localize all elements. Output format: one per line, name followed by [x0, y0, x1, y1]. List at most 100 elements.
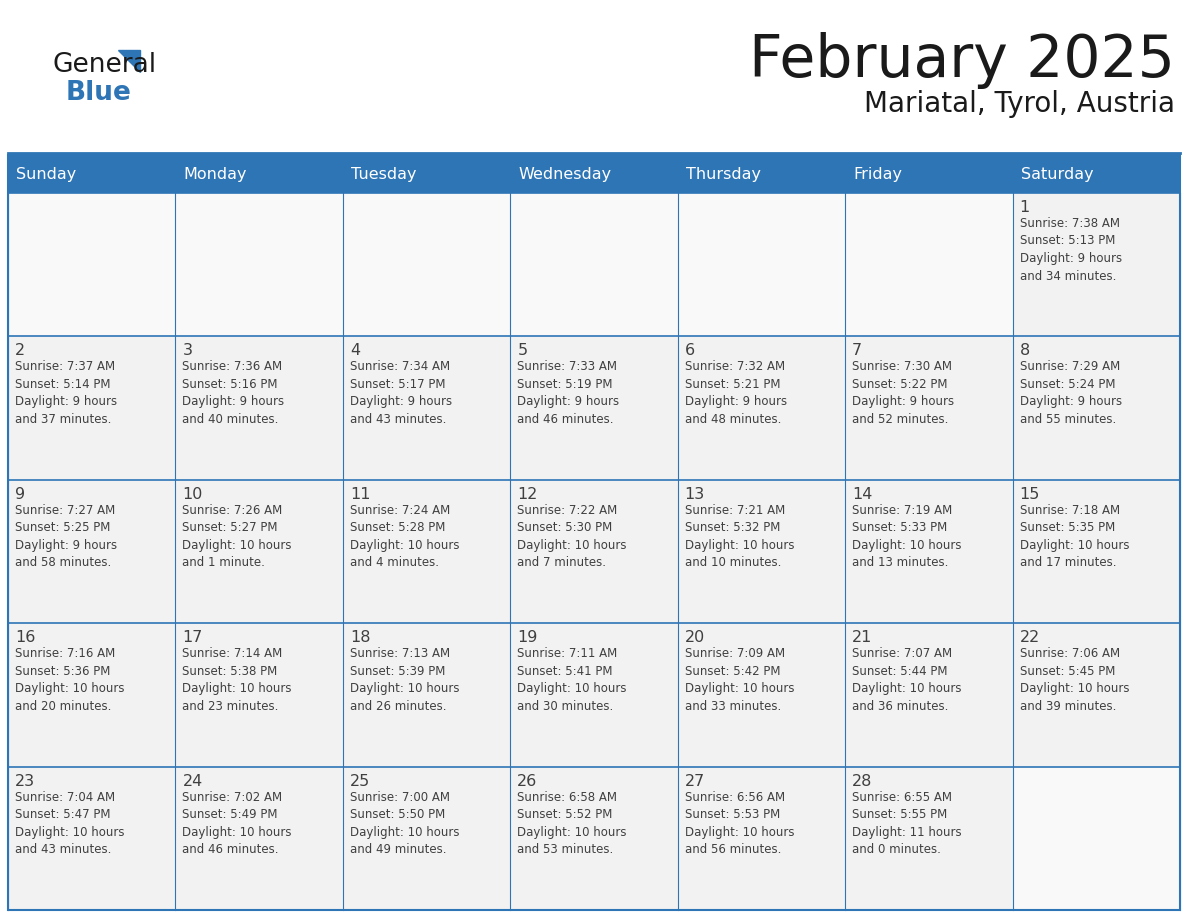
Bar: [176, 336, 343, 480]
Text: 7: 7: [852, 343, 862, 358]
Bar: [1012, 336, 1180, 480]
Text: Mariatal, Tyrol, Austria: Mariatal, Tyrol, Austria: [864, 90, 1175, 118]
Text: 11: 11: [349, 487, 371, 502]
Text: Sunrise: 7:06 AM
Sunset: 5:45 PM
Daylight: 10 hours
and 39 minutes.: Sunrise: 7:06 AM Sunset: 5:45 PM Dayligh…: [1019, 647, 1129, 712]
Text: Sunrise: 7:11 AM
Sunset: 5:41 PM
Daylight: 10 hours
and 30 minutes.: Sunrise: 7:11 AM Sunset: 5:41 PM Dayligh…: [517, 647, 627, 712]
Text: Sunrise: 7:00 AM
Sunset: 5:50 PM
Daylight: 10 hours
and 49 minutes.: Sunrise: 7:00 AM Sunset: 5:50 PM Dayligh…: [349, 790, 460, 856]
Text: 4: 4: [349, 343, 360, 358]
Text: 20: 20: [684, 630, 704, 645]
Text: Sunrise: 6:58 AM
Sunset: 5:52 PM
Daylight: 10 hours
and 53 minutes.: Sunrise: 6:58 AM Sunset: 5:52 PM Dayligh…: [517, 790, 627, 856]
Text: 22: 22: [1019, 630, 1040, 645]
Text: Sunrise: 7:38 AM
Sunset: 5:13 PM
Daylight: 9 hours
and 34 minutes.: Sunrise: 7:38 AM Sunset: 5:13 PM Dayligh…: [1019, 217, 1121, 283]
Bar: [1012, 480, 1180, 623]
Bar: [845, 767, 1012, 910]
Bar: [8, 193, 176, 336]
Text: General: General: [52, 52, 156, 78]
Text: 13: 13: [684, 487, 704, 502]
Text: 23: 23: [15, 774, 36, 789]
Text: Sunrise: 7:19 AM
Sunset: 5:33 PM
Daylight: 10 hours
and 13 minutes.: Sunrise: 7:19 AM Sunset: 5:33 PM Dayligh…: [852, 504, 961, 569]
Bar: [8, 336, 176, 480]
Text: Sunrise: 7:34 AM
Sunset: 5:17 PM
Daylight: 9 hours
and 43 minutes.: Sunrise: 7:34 AM Sunset: 5:17 PM Dayligh…: [349, 361, 451, 426]
Text: Sunrise: 7:14 AM
Sunset: 5:38 PM
Daylight: 10 hours
and 23 minutes.: Sunrise: 7:14 AM Sunset: 5:38 PM Dayligh…: [183, 647, 292, 712]
Bar: [176, 193, 343, 336]
Text: Sunrise: 7:32 AM
Sunset: 5:21 PM
Daylight: 9 hours
and 48 minutes.: Sunrise: 7:32 AM Sunset: 5:21 PM Dayligh…: [684, 361, 786, 426]
Text: 25: 25: [349, 774, 371, 789]
Text: February 2025: February 2025: [750, 32, 1175, 89]
Text: 14: 14: [852, 487, 872, 502]
Text: 28: 28: [852, 774, 872, 789]
Text: Sunrise: 7:18 AM
Sunset: 5:35 PM
Daylight: 10 hours
and 17 minutes.: Sunrise: 7:18 AM Sunset: 5:35 PM Dayligh…: [1019, 504, 1129, 569]
Bar: [845, 623, 1012, 767]
Bar: [176, 767, 343, 910]
Text: 26: 26: [517, 774, 537, 789]
Text: Blue: Blue: [67, 80, 132, 106]
Bar: [845, 193, 1012, 336]
Text: 8: 8: [1019, 343, 1030, 358]
Text: 6: 6: [684, 343, 695, 358]
Bar: [343, 767, 511, 910]
Bar: [8, 767, 176, 910]
Text: Sunrise: 7:02 AM
Sunset: 5:49 PM
Daylight: 10 hours
and 46 minutes.: Sunrise: 7:02 AM Sunset: 5:49 PM Dayligh…: [183, 790, 292, 856]
Bar: [677, 623, 845, 767]
Text: 21: 21: [852, 630, 872, 645]
Bar: [343, 193, 511, 336]
Polygon shape: [118, 50, 140, 72]
Text: Sunrise: 7:37 AM
Sunset: 5:14 PM
Daylight: 9 hours
and 37 minutes.: Sunrise: 7:37 AM Sunset: 5:14 PM Dayligh…: [15, 361, 118, 426]
Text: Sunrise: 7:22 AM
Sunset: 5:30 PM
Daylight: 10 hours
and 7 minutes.: Sunrise: 7:22 AM Sunset: 5:30 PM Dayligh…: [517, 504, 627, 569]
Bar: [176, 623, 343, 767]
Text: 19: 19: [517, 630, 538, 645]
Bar: [511, 767, 677, 910]
Text: 2: 2: [15, 343, 25, 358]
Text: Saturday: Saturday: [1020, 166, 1093, 182]
Text: 3: 3: [183, 343, 192, 358]
Bar: [511, 623, 677, 767]
Text: 10: 10: [183, 487, 203, 502]
Text: 27: 27: [684, 774, 704, 789]
Text: Tuesday: Tuesday: [350, 166, 416, 182]
Text: Sunrise: 7:13 AM
Sunset: 5:39 PM
Daylight: 10 hours
and 26 minutes.: Sunrise: 7:13 AM Sunset: 5:39 PM Dayligh…: [349, 647, 460, 712]
Text: Sunrise: 7:21 AM
Sunset: 5:32 PM
Daylight: 10 hours
and 10 minutes.: Sunrise: 7:21 AM Sunset: 5:32 PM Dayligh…: [684, 504, 795, 569]
Text: Sunrise: 7:36 AM
Sunset: 5:16 PM
Daylight: 9 hours
and 40 minutes.: Sunrise: 7:36 AM Sunset: 5:16 PM Dayligh…: [183, 361, 285, 426]
Text: 17: 17: [183, 630, 203, 645]
Text: Sunrise: 7:30 AM
Sunset: 5:22 PM
Daylight: 9 hours
and 52 minutes.: Sunrise: 7:30 AM Sunset: 5:22 PM Dayligh…: [852, 361, 954, 426]
Text: Sunrise: 7:09 AM
Sunset: 5:42 PM
Daylight: 10 hours
and 33 minutes.: Sunrise: 7:09 AM Sunset: 5:42 PM Dayligh…: [684, 647, 795, 712]
Bar: [8, 623, 176, 767]
Text: Sunrise: 7:29 AM
Sunset: 5:24 PM
Daylight: 9 hours
and 55 minutes.: Sunrise: 7:29 AM Sunset: 5:24 PM Dayligh…: [1019, 361, 1121, 426]
Bar: [1012, 193, 1180, 336]
Bar: [845, 480, 1012, 623]
Text: Sunrise: 7:33 AM
Sunset: 5:19 PM
Daylight: 9 hours
and 46 minutes.: Sunrise: 7:33 AM Sunset: 5:19 PM Dayligh…: [517, 361, 619, 426]
Text: Sunrise: 7:04 AM
Sunset: 5:47 PM
Daylight: 10 hours
and 43 minutes.: Sunrise: 7:04 AM Sunset: 5:47 PM Dayligh…: [15, 790, 125, 856]
Bar: [343, 480, 511, 623]
Bar: [511, 193, 677, 336]
Text: Sunrise: 7:16 AM
Sunset: 5:36 PM
Daylight: 10 hours
and 20 minutes.: Sunrise: 7:16 AM Sunset: 5:36 PM Dayligh…: [15, 647, 125, 712]
Text: 1: 1: [1019, 200, 1030, 215]
Text: 5: 5: [517, 343, 527, 358]
Bar: [845, 336, 1012, 480]
Bar: [1012, 623, 1180, 767]
Text: 24: 24: [183, 774, 203, 789]
Bar: [8, 155, 1180, 910]
Text: Friday: Friday: [853, 166, 902, 182]
Bar: [677, 767, 845, 910]
Bar: [343, 623, 511, 767]
Bar: [343, 336, 511, 480]
Text: Sunrise: 7:26 AM
Sunset: 5:27 PM
Daylight: 10 hours
and 1 minute.: Sunrise: 7:26 AM Sunset: 5:27 PM Dayligh…: [183, 504, 292, 569]
Bar: [677, 193, 845, 336]
Text: Sunrise: 6:56 AM
Sunset: 5:53 PM
Daylight: 10 hours
and 56 minutes.: Sunrise: 6:56 AM Sunset: 5:53 PM Dayligh…: [684, 790, 795, 856]
Text: Thursday: Thursday: [685, 166, 760, 182]
Bar: [176, 480, 343, 623]
Text: Sunrise: 7:24 AM
Sunset: 5:28 PM
Daylight: 10 hours
and 4 minutes.: Sunrise: 7:24 AM Sunset: 5:28 PM Dayligh…: [349, 504, 460, 569]
Text: 15: 15: [1019, 487, 1040, 502]
Text: 16: 16: [15, 630, 36, 645]
Text: Sunrise: 7:27 AM
Sunset: 5:25 PM
Daylight: 9 hours
and 58 minutes.: Sunrise: 7:27 AM Sunset: 5:25 PM Dayligh…: [15, 504, 118, 569]
Text: 12: 12: [517, 487, 538, 502]
Bar: [677, 336, 845, 480]
Text: 18: 18: [349, 630, 371, 645]
Text: Wednesday: Wednesday: [518, 166, 612, 182]
Text: Sunrise: 6:55 AM
Sunset: 5:55 PM
Daylight: 11 hours
and 0 minutes.: Sunrise: 6:55 AM Sunset: 5:55 PM Dayligh…: [852, 790, 962, 856]
Bar: [511, 336, 677, 480]
Bar: [8, 155, 1180, 193]
Text: Monday: Monday: [183, 166, 247, 182]
Bar: [1012, 767, 1180, 910]
Bar: [511, 480, 677, 623]
